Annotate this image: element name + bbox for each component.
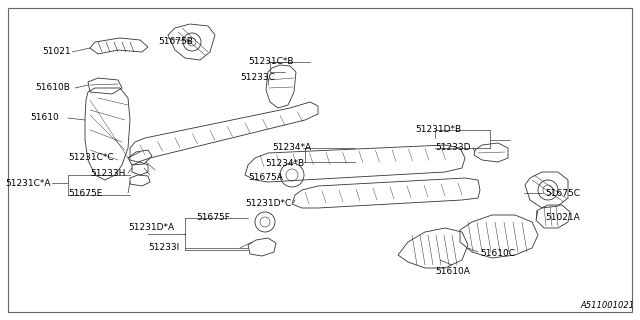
Text: 51675E: 51675E xyxy=(68,188,102,197)
Text: 51610B: 51610B xyxy=(35,84,70,92)
Text: 51233D: 51233D xyxy=(435,143,470,153)
Text: 51234*A: 51234*A xyxy=(272,143,311,153)
Text: 51610C: 51610C xyxy=(480,249,515,258)
Text: 51231C*B: 51231C*B xyxy=(248,58,294,67)
Text: 51675C: 51675C xyxy=(545,188,580,197)
Text: 51231D*B: 51231D*B xyxy=(415,125,461,134)
Text: 51234*B: 51234*B xyxy=(265,158,304,167)
Text: 51675B: 51675B xyxy=(158,37,193,46)
Text: 51233C: 51233C xyxy=(240,74,275,83)
Text: 51675F: 51675F xyxy=(196,213,230,222)
Text: 51233H: 51233H xyxy=(90,169,125,178)
Text: 51231D*A: 51231D*A xyxy=(128,223,174,233)
Text: 51610: 51610 xyxy=(30,114,59,123)
Text: 51231C*C: 51231C*C xyxy=(68,154,114,163)
Text: 51021: 51021 xyxy=(42,47,70,57)
Text: 51610A: 51610A xyxy=(435,268,470,276)
Text: A511001021: A511001021 xyxy=(580,300,634,309)
Text: 51675A: 51675A xyxy=(248,173,283,182)
Text: 51233I: 51233I xyxy=(148,244,179,252)
Text: 51231D*C: 51231D*C xyxy=(245,198,291,207)
Text: 51021A: 51021A xyxy=(545,213,580,222)
Text: 51231C*A: 51231C*A xyxy=(5,179,51,188)
